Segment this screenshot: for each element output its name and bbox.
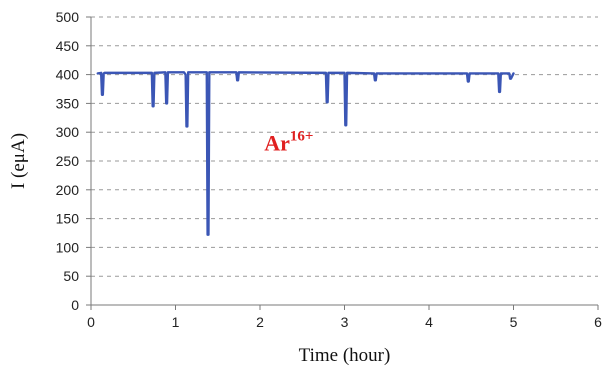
series-point [237, 79, 239, 82]
series-line [96, 71, 515, 236]
series-point [508, 72, 511, 75]
y-tick-label: 150 [56, 211, 80, 227]
series-point [466, 72, 468, 75]
y-tick-label: 0 [71, 297, 79, 313]
series-point [103, 72, 106, 74]
series-point [500, 72, 502, 75]
series-point [209, 71, 211, 74]
series-point [343, 72, 346, 74]
x-tick-label: 3 [341, 314, 349, 330]
series-point [375, 72, 378, 75]
series-point [235, 71, 238, 74]
series-point [164, 71, 167, 74]
tick-layer: 0 50 100 150 200 250 300 350 400 450 500 0 1 2 3 4 5 6 [56, 9, 602, 330]
series-point [184, 73, 187, 76]
series-point [238, 71, 240, 74]
series-point [205, 71, 208, 74]
y-tick-label: 400 [56, 67, 80, 83]
series-point [347, 72, 349, 74]
x-tick-label: 4 [425, 314, 433, 330]
annotation-label: Ar16+ [264, 129, 313, 156]
series-point [187, 71, 189, 74]
series-point [96, 72, 99, 75]
series-point [345, 124, 347, 127]
y-tick-label: 450 [56, 38, 80, 54]
series-point [151, 72, 153, 74]
series-point [328, 72, 331, 74]
series-point [510, 77, 512, 80]
series-point [512, 72, 515, 75]
annotation-base: Ar [264, 131, 290, 156]
series-point [467, 80, 470, 83]
series-point [107, 72, 109, 74]
y-tick-label: 350 [56, 95, 80, 111]
y-axis-title: I (eμA) [8, 133, 29, 189]
series-point [167, 71, 169, 74]
series-point [497, 72, 500, 75]
x-tick-label: 1 [172, 314, 180, 330]
annotation-layer: Ar16+ [264, 129, 313, 156]
series-point [152, 105, 155, 108]
series-point [326, 101, 329, 104]
series-point [373, 72, 375, 75]
series-layer [96, 71, 515, 236]
y-tick-label: 200 [56, 182, 80, 198]
y-tick-label: 100 [56, 239, 80, 255]
grid-layer [91, 16, 598, 277]
series-point [102, 93, 104, 96]
y-tick-label: 500 [56, 9, 80, 25]
y-tick-label: 250 [56, 153, 80, 169]
axis-layer [90, 17, 598, 306]
series-point [468, 72, 471, 75]
series-point [183, 71, 185, 74]
x-tick-label: 6 [594, 314, 602, 330]
x-tick-label: 0 [87, 314, 95, 330]
series-point [153, 72, 156, 74]
series-point [207, 233, 210, 236]
x-axis-title: Time (hour) [299, 345, 391, 366]
series-point [100, 72, 102, 74]
series-point [499, 91, 501, 93]
y-tick-label: 300 [56, 124, 80, 140]
series-point [374, 79, 377, 82]
x-tick-label: 5 [510, 314, 518, 330]
x-tick-label: 2 [256, 314, 264, 330]
annotation-superscript: 16+ [290, 129, 314, 145]
y-tick-label: 50 [63, 268, 79, 284]
series-point [166, 102, 168, 105]
series-point [325, 72, 327, 74]
series-point [186, 125, 189, 128]
